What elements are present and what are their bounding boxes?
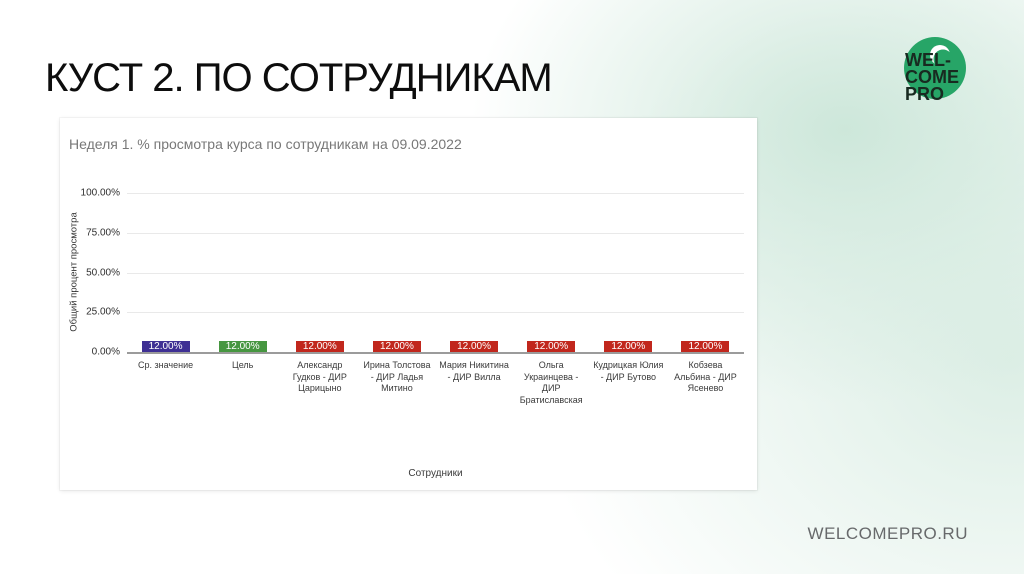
y-tick-label: 100.00% bbox=[80, 187, 120, 199]
category-label: Кобзева Альбина - ДИР Ясенево bbox=[674, 360, 737, 394]
y-tick-label: 0.00% bbox=[91, 346, 120, 358]
category-label: Кудрицкая Юлия - ДИР Бутово bbox=[593, 360, 664, 382]
bar: 12.00% bbox=[681, 341, 730, 352]
bars-row: 12.00% 12.00% 12.00% 12.00% 12.00% 12.00% 12.0… bbox=[127, 193, 744, 352]
chart-panel: Неделя 1. % просмотра курса по сотрудник… bbox=[60, 118, 757, 490]
bar-value-label: 12.00% bbox=[534, 341, 569, 352]
logo-wordmark: WEL- COME PRO bbox=[905, 50, 959, 104]
bar: 12.00% bbox=[218, 341, 267, 352]
bar: 12.00% bbox=[295, 341, 344, 352]
bar-slot: 12.00% bbox=[127, 341, 204, 352]
bar-slot: 12.00% bbox=[667, 341, 744, 352]
category-label: Александр Гудков - ДИР Царицыно bbox=[292, 360, 347, 394]
x-axis-title: Сотрудники bbox=[408, 468, 463, 479]
category-cell: Ирина Толстова - ДИР Ладья Митино bbox=[358, 360, 435, 407]
bar-value-label: 12.00% bbox=[302, 341, 337, 352]
category-label: Цель bbox=[232, 360, 254, 370]
y-tick-label: 50.00% bbox=[86, 267, 120, 278]
bar: 12.00% bbox=[372, 341, 421, 352]
gridline-75 bbox=[127, 232, 744, 234]
bar-slot: 12.00% bbox=[281, 341, 358, 352]
category-label: Ср. значение bbox=[138, 360, 194, 370]
category-label: Мария Никитина - ДИР Вилла bbox=[439, 360, 509, 382]
category-cell: Цель bbox=[204, 360, 281, 407]
bar-value-label: 12.00% bbox=[379, 341, 414, 352]
bar: 12.00% bbox=[604, 341, 653, 352]
bar: 12.00% bbox=[450, 341, 499, 352]
logo-line-1: WEL- bbox=[905, 50, 951, 70]
bar-value-label: 12.00% bbox=[688, 341, 723, 352]
y-tick-label: 25.00% bbox=[86, 306, 120, 318]
category-label: Ирина Толстова - ДИР Ладья Митино bbox=[363, 360, 431, 394]
bar-slot: 12.00% bbox=[204, 341, 281, 352]
bar-value-label: 12.00% bbox=[225, 341, 260, 352]
bar-slot: 12.00% bbox=[513, 341, 590, 352]
category-cell: Ср. значение bbox=[127, 360, 204, 407]
category-cell: Александр Гудков - ДИР Царицыно bbox=[281, 360, 358, 407]
category-cell: Ольга Украинцева - ДИР Братиславская bbox=[513, 360, 590, 407]
gridline-50 bbox=[127, 272, 744, 274]
category-cell: Кобзева Альбина - ДИР Ясенево bbox=[667, 360, 744, 407]
category-labels-row: Ср. значение Цель Александр Гудков - ДИР Ц… bbox=[127, 360, 744, 407]
bar-value-label: 12.00% bbox=[148, 341, 183, 352]
logo-line-2: COME bbox=[905, 67, 959, 87]
welcomepro-logo: WEL- COME PRO bbox=[901, 34, 969, 112]
plot-area: 12.00% 12.00% 12.00% 12.00% 12.00% 12.00% 12.0… bbox=[81, 188, 744, 358]
logo-circle-icon bbox=[904, 37, 966, 99]
y-tick-label: 75.00% bbox=[86, 227, 120, 239]
gridline-100 bbox=[127, 193, 744, 194]
category-cell: Мария Никитина - ДИР Вилла bbox=[436, 360, 513, 407]
logo-line-3: PRO bbox=[905, 84, 945, 104]
gridline-25 bbox=[127, 312, 744, 314]
bar-slot: 12.00% bbox=[436, 341, 513, 352]
bar-value-label: 12.00% bbox=[457, 341, 492, 352]
site-url: WELCOMEPRO.RU bbox=[807, 524, 968, 543]
bar: 12.00% bbox=[141, 341, 190, 352]
y-axis-title: Общий процент просмотра bbox=[68, 212, 80, 332]
bar-slot: 12.00% bbox=[590, 341, 667, 352]
bar: 12.00% bbox=[527, 341, 576, 352]
page-title: КУСТ 2. ПО СОТРУДНИКАМ bbox=[45, 56, 553, 100]
category-cell: Кудрицкая Юлия - ДИР Бутово bbox=[590, 360, 667, 407]
category-label: Ольга Украинцева - ДИР Братиславская bbox=[519, 360, 583, 406]
bar-value-label: 12.00% bbox=[611, 341, 646, 352]
chart-title: Неделя 1. % просмотра курса по сотрудник… bbox=[69, 136, 462, 152]
bar-slot: 12.00% bbox=[358, 341, 435, 352]
